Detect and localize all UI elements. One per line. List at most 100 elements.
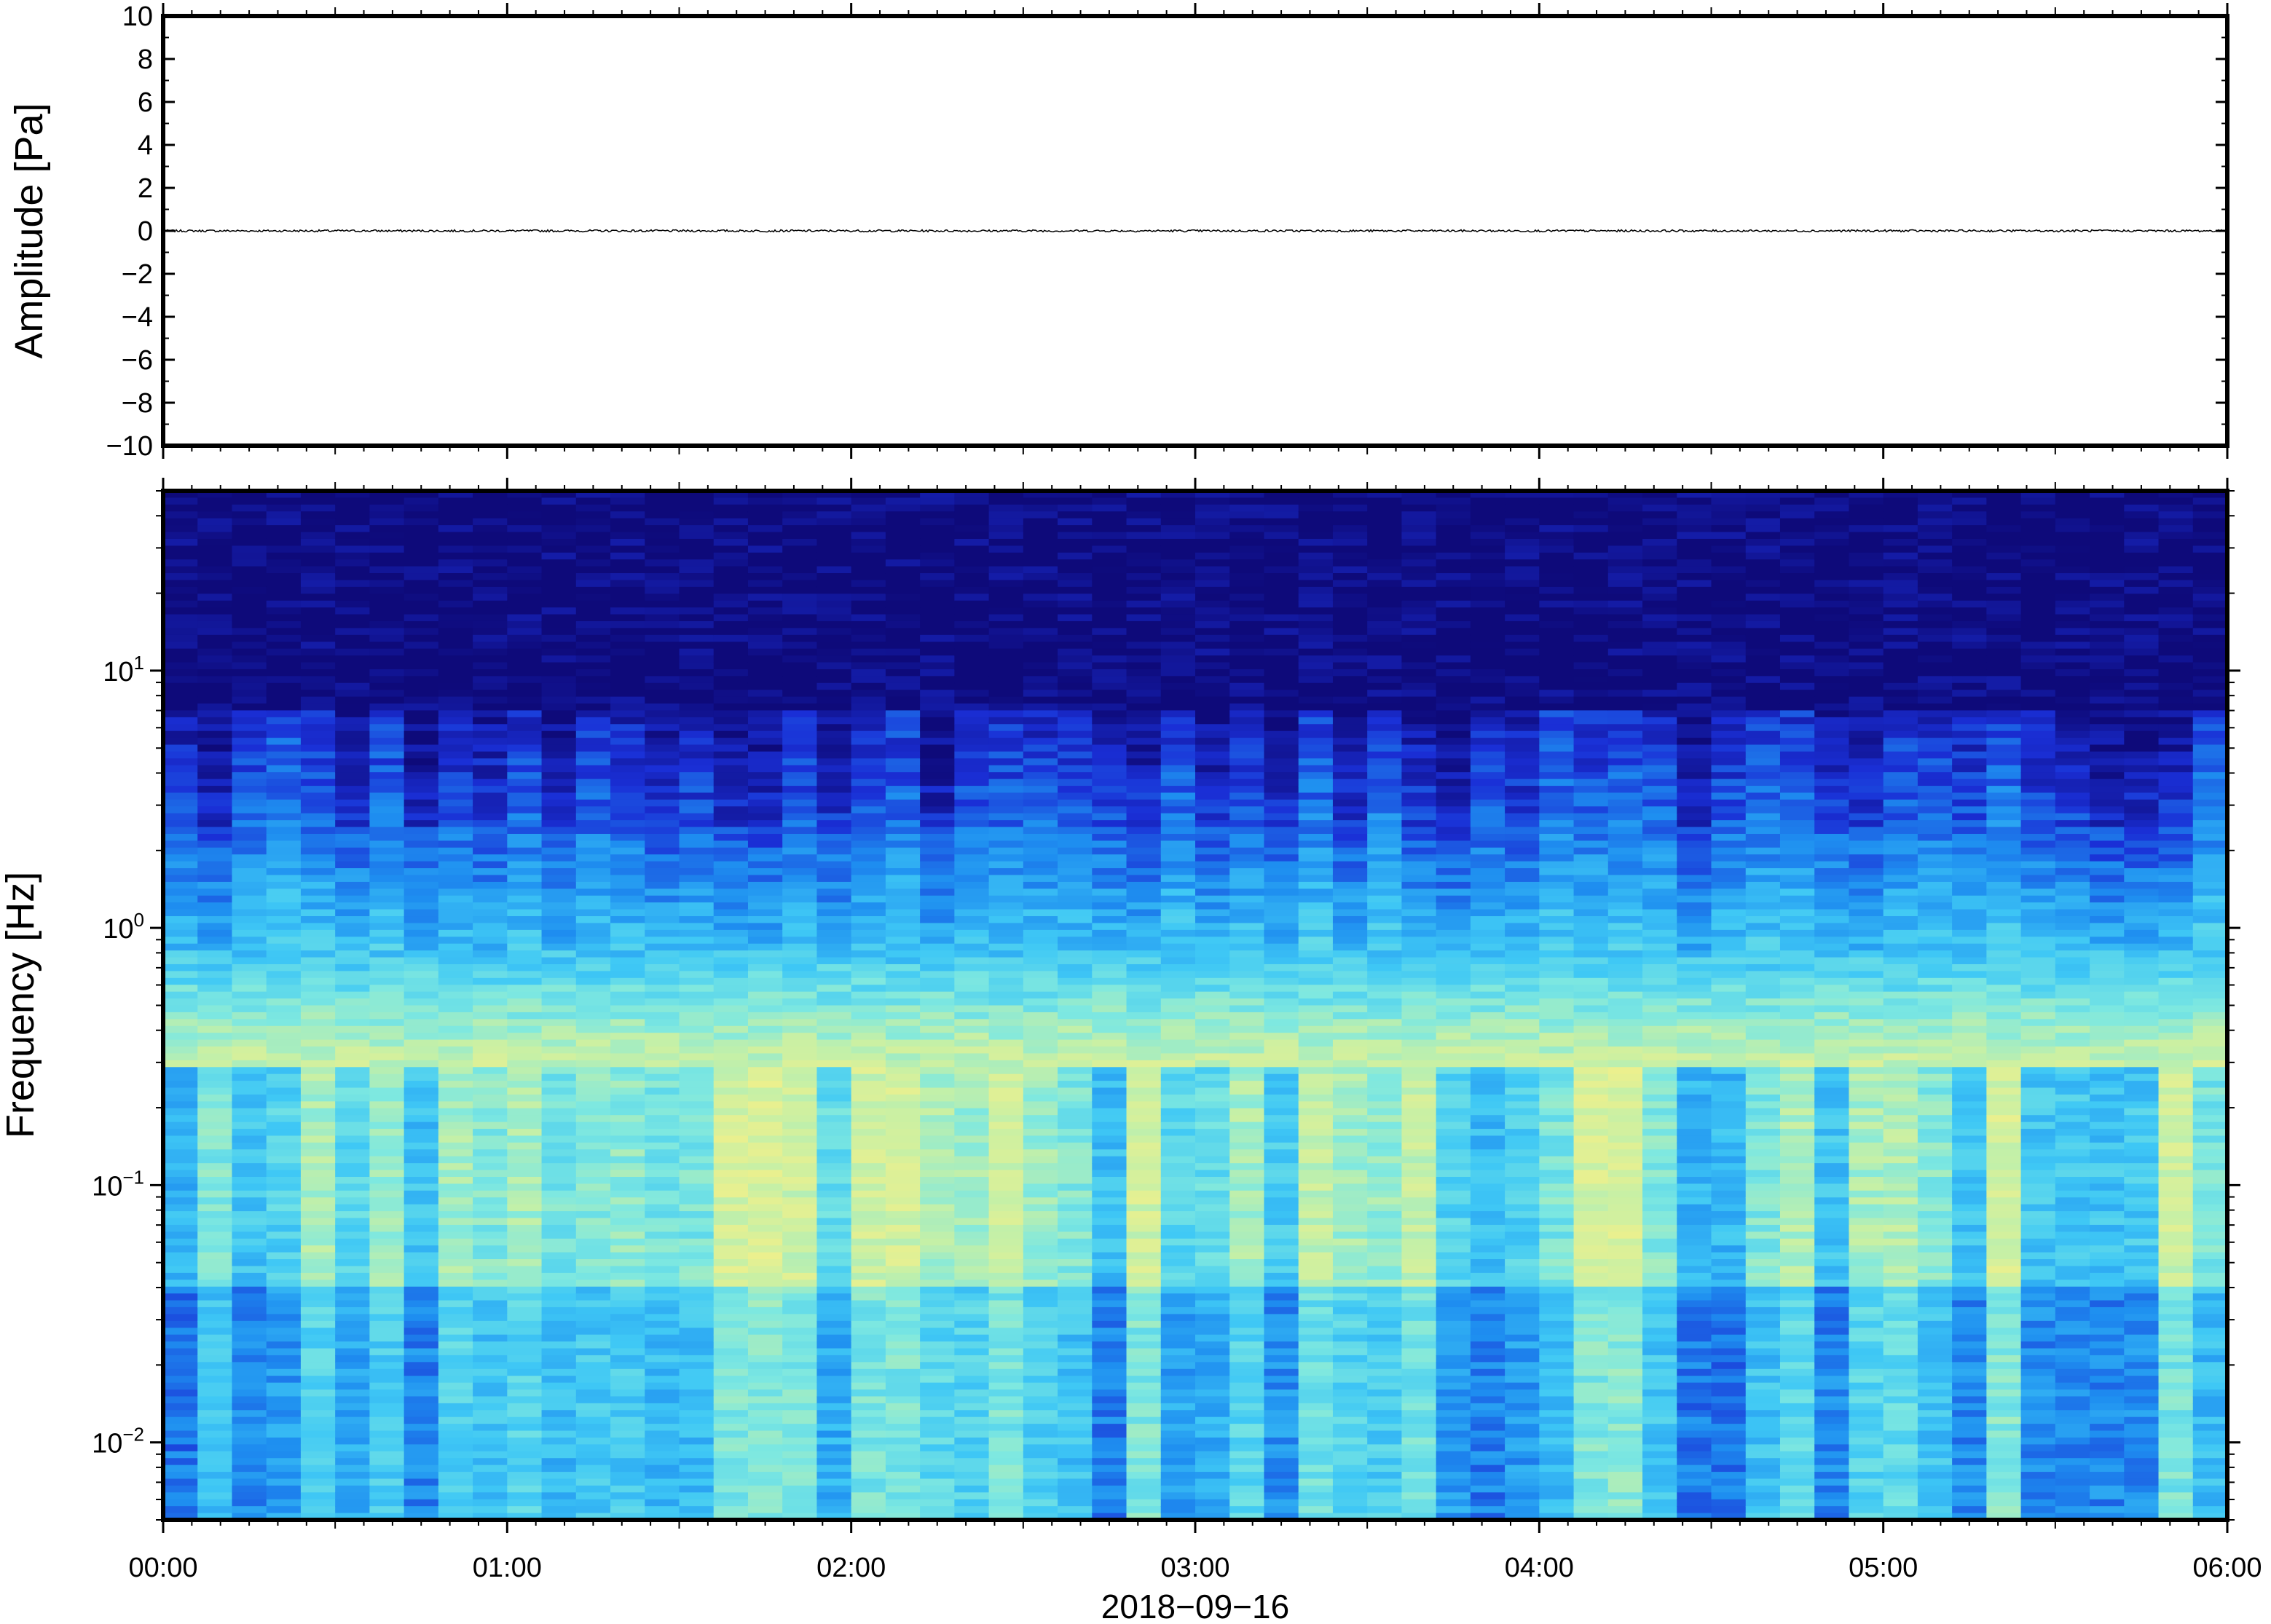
- spectrogram-cell: [335, 868, 371, 876]
- spectrogram-cell: [713, 717, 749, 725]
- spectrogram-cell: [335, 1053, 371, 1061]
- spectrogram-cell: [197, 648, 233, 656]
- spectrogram-cell: [1160, 1170, 1196, 1178]
- spectrogram-cell: [575, 820, 611, 828]
- spectrogram-cell: [1023, 1314, 1058, 1322]
- spectrogram-cell: [335, 971, 371, 979]
- spectrogram-cell: [679, 1403, 715, 1411]
- spectrogram-cell: [541, 518, 577, 526]
- spectrogram-cell: [782, 586, 818, 595]
- spectrogram-cell: [610, 963, 646, 972]
- spectrogram-cell: [679, 1485, 715, 1494]
- spectrogram-cell: [782, 875, 818, 883]
- spectrogram-cell: [507, 600, 543, 608]
- spectrogram-cell: [747, 1259, 783, 1267]
- spectrogram-cell: [232, 532, 267, 540]
- spectrogram-cell: [1126, 1245, 1162, 1253]
- spectrogram-cell: [473, 1142, 508, 1151]
- spectrogram-cell: [713, 1019, 749, 1027]
- spectrogram-cell: [335, 1156, 371, 1164]
- spectrogram-cell: [404, 580, 439, 588]
- spectrogram-cell: [816, 943, 852, 951]
- spectrogram-cell: [1195, 991, 1231, 999]
- spectrogram-cell: [988, 552, 1024, 560]
- spectrogram-cell: [782, 1081, 818, 1089]
- spectrogram-cell: [232, 1300, 267, 1308]
- spectrogram-cell: [1195, 977, 1231, 986]
- spectrogram-cell: [920, 881, 956, 890]
- spectrogram-cell: [1023, 916, 1058, 924]
- spectrogram-cell: [816, 1087, 852, 1095]
- spectrogram-cell: [610, 1033, 646, 1041]
- spectrogram-cell: [232, 834, 267, 842]
- spectrogram-cell: [300, 1135, 336, 1143]
- spectrogram-cell: [988, 861, 1024, 869]
- spectrogram-cell: [1058, 525, 1093, 533]
- spectrogram-cell: [473, 580, 508, 588]
- spectrogram-cell: [507, 1039, 543, 1047]
- spectrogram-cell: [851, 991, 886, 999]
- spectrogram-cell: [438, 1108, 473, 1116]
- spectrogram-cell: [266, 916, 302, 924]
- spectrogram-cell: [1229, 820, 1265, 828]
- spectrogram-cell: [369, 840, 405, 848]
- spectrogram-cell: [163, 772, 199, 780]
- spectrogram-cell: [1229, 552, 1265, 560]
- spectrogram-cell: [816, 1170, 852, 1178]
- spectrogram-cell: [782, 1458, 818, 1466]
- spectrogram-cell: [1092, 696, 1127, 704]
- spectrogram-cell: [335, 1190, 371, 1199]
- spectrogram-cell: [1092, 834, 1127, 842]
- spectrogram-cell: [920, 669, 956, 677]
- spectrogram-cell: [713, 971, 749, 979]
- spectrogram-cell: [1126, 620, 1162, 629]
- spectrogram-cell: [816, 1506, 852, 1514]
- spectrogram-cell: [610, 491, 646, 499]
- spectrogram-cell: [816, 655, 852, 663]
- spectrogram-cell: [438, 1156, 473, 1164]
- spectrogram-cell: [266, 566, 302, 574]
- spectrogram-cell: [885, 1218, 921, 1226]
- spectrogram-cell: [300, 607, 336, 615]
- spectrogram-cell: [988, 1156, 1024, 1164]
- spectrogram-cell: [541, 1170, 577, 1178]
- spectrogram-cell: [1195, 902, 1231, 910]
- spectrogram-cell: [1160, 758, 1196, 766]
- spectrogram-cell: [404, 1197, 439, 1205]
- spectrogram-cell: [679, 1499, 715, 1507]
- spectrogram-cell: [266, 868, 302, 876]
- spectrogram-cell: [1229, 1046, 1265, 1055]
- spectrogram-cell: [541, 786, 577, 794]
- spectrogram-cell: [679, 662, 715, 670]
- spectrogram-cell: [507, 1204, 543, 1212]
- spectrogram-cell: [541, 717, 577, 725]
- spectrogram-cell: [473, 1272, 508, 1281]
- spectrogram-cell: [1195, 594, 1231, 602]
- spectrogram-cell: [438, 1314, 473, 1322]
- spectrogram-cell: [645, 744, 680, 752]
- spectrogram-cell: [954, 1403, 990, 1411]
- spectrogram-cell: [885, 710, 921, 718]
- spectrogram-cell: [1092, 943, 1127, 951]
- spectrogram-cell: [713, 1129, 749, 1137]
- spectrogram-cell: [404, 1183, 439, 1191]
- spectrogram-cell: [335, 758, 371, 766]
- spectrogram-cell: [851, 614, 886, 622]
- spectrogram-cell: [232, 676, 267, 684]
- spectrogram-cell: [232, 1376, 267, 1384]
- spectrogram-cell: [266, 1306, 302, 1315]
- spectrogram-cell: [232, 888, 267, 896]
- spectrogram-cell: [1058, 669, 1093, 677]
- spectrogram-cell: [473, 1115, 508, 1123]
- spectrogram-cell: [816, 518, 852, 526]
- spectrogram-cell: [645, 943, 680, 951]
- spectrogram-cell: [404, 594, 439, 602]
- spectrogram-cell: [507, 765, 543, 773]
- spectrogram-cell: [645, 916, 680, 924]
- spectrogram-cell: [266, 538, 302, 547]
- spectrogram-cell: [782, 600, 818, 608]
- spectrogram-cell: [920, 1094, 956, 1103]
- spectrogram-cell: [335, 497, 371, 505]
- spectrogram-cell: [988, 758, 1024, 766]
- spectrogram-cell: [1160, 1430, 1196, 1438]
